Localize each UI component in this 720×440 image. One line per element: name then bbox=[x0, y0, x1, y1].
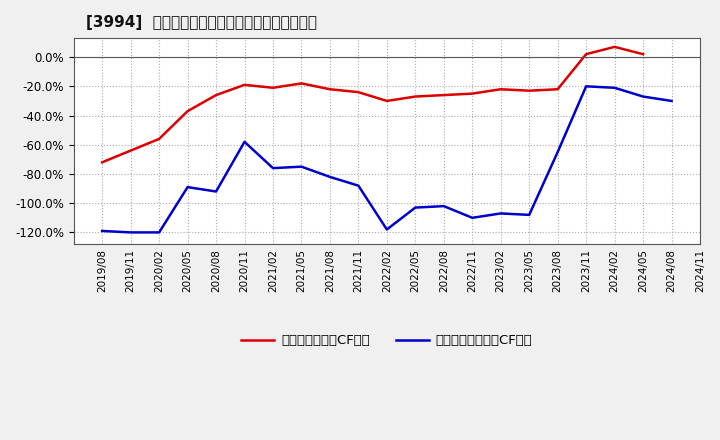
有利子負債営業CF比率 bbox=[554, 87, 562, 92]
有利子負債フリーCF比率 bbox=[269, 165, 277, 171]
有利子負債営業CF比率 bbox=[354, 89, 363, 95]
有利子負債フリーCF比率 bbox=[240, 139, 249, 144]
有利子負債営業CF比率 bbox=[126, 148, 135, 153]
有利子負債営業CF比率 bbox=[639, 51, 647, 57]
有利子負債営業CF比率 bbox=[184, 109, 192, 114]
有利子負債フリーCF比率 bbox=[325, 174, 334, 180]
Line: 有利子負債営業CF比率: 有利子負債営業CF比率 bbox=[102, 47, 643, 162]
有利子負債フリーCF比率 bbox=[611, 85, 619, 91]
有利子負債営業CF比率 bbox=[325, 87, 334, 92]
有利子負債フリーCF比率 bbox=[554, 150, 562, 155]
有利子負債フリーCF比率 bbox=[667, 98, 676, 103]
有利子負債営業CF比率 bbox=[468, 91, 477, 96]
有利子負債フリーCF比率 bbox=[639, 94, 647, 99]
有利子負債フリーCF比率 bbox=[496, 211, 505, 216]
有利子負債営業CF比率 bbox=[155, 136, 163, 142]
有利子負債営業CF比率 bbox=[240, 82, 249, 88]
有利子負債営業CF比率 bbox=[611, 44, 619, 50]
有利子負債フリーCF比率 bbox=[155, 230, 163, 235]
有利子負債営業CF比率 bbox=[269, 85, 277, 91]
有利子負債フリーCF比率 bbox=[582, 84, 590, 89]
有利子負債営業CF比率 bbox=[439, 92, 448, 98]
Legend: 有利子負債営業CF比率, 有利子負債フリーCF比率: 有利子負債営業CF比率, 有利子負債フリーCF比率 bbox=[236, 329, 538, 352]
有利子負債営業CF比率 bbox=[411, 94, 420, 99]
有利子負債フリーCF比率 bbox=[98, 228, 107, 234]
有利子負債フリーCF比率 bbox=[468, 215, 477, 220]
有利子負債営業CF比率 bbox=[382, 98, 391, 103]
有利子負債フリーCF比率 bbox=[126, 230, 135, 235]
有利子負債フリーCF比率 bbox=[297, 164, 306, 169]
Text: [3994]  有利子負債キャッシュフロー比率の推移: [3994] 有利子負債キャッシュフロー比率の推移 bbox=[86, 15, 318, 30]
有利子負債フリーCF比率 bbox=[439, 203, 448, 209]
Line: 有利子負債フリーCF比率: 有利子負債フリーCF比率 bbox=[102, 86, 672, 232]
有利子負債営業CF比率 bbox=[212, 92, 220, 98]
有利子負債フリーCF比率 bbox=[382, 227, 391, 232]
有利子負債フリーCF比率 bbox=[525, 212, 534, 217]
有利子負債フリーCF比率 bbox=[212, 189, 220, 194]
有利子負債営業CF比率 bbox=[496, 87, 505, 92]
有利子負債フリーCF比率 bbox=[411, 205, 420, 210]
有利子負債営業CF比率 bbox=[525, 88, 534, 93]
有利子負債営業CF比率 bbox=[582, 51, 590, 57]
有利子負債営業CF比率 bbox=[297, 81, 306, 86]
有利子負債フリーCF比率 bbox=[184, 184, 192, 190]
有利子負債フリーCF比率 bbox=[354, 183, 363, 188]
有利子負債営業CF比率 bbox=[98, 160, 107, 165]
